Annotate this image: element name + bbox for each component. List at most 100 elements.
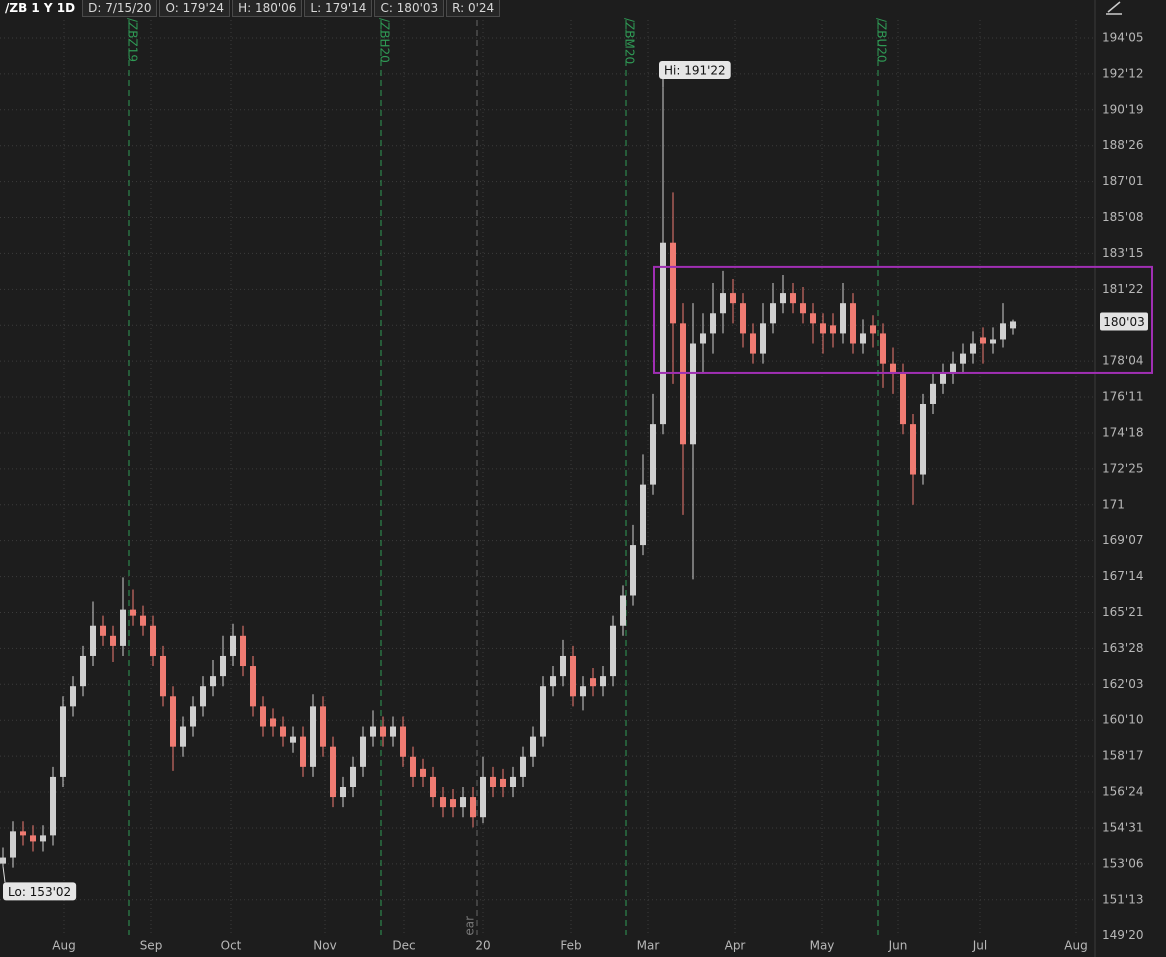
candle-body bbox=[640, 484, 646, 546]
annotation-box bbox=[3, 882, 77, 901]
y-tick-label: 154'31 bbox=[1102, 820, 1143, 834]
candle-body bbox=[750, 333, 756, 354]
x-tick-label: Oct bbox=[221, 939, 242, 953]
x-tick-label: Jun bbox=[888, 939, 908, 953]
candle-body bbox=[660, 242, 666, 425]
candle-body bbox=[990, 339, 996, 344]
annotation-label: Hi: 191'22 bbox=[664, 64, 726, 78]
candle-body bbox=[220, 655, 226, 677]
y-tick-label: 156'24 bbox=[1102, 785, 1143, 799]
candle-body bbox=[310, 706, 316, 767]
y-tick-label: 162'03 bbox=[1102, 677, 1143, 691]
candle-body bbox=[90, 625, 96, 656]
candle-body bbox=[240, 635, 246, 667]
candle-body bbox=[470, 797, 476, 818]
candle-body bbox=[200, 686, 206, 707]
candle-body bbox=[460, 797, 466, 808]
candle-body bbox=[620, 595, 626, 626]
contract-roll-label: /ZBM20 bbox=[623, 18, 637, 64]
candle-body bbox=[450, 799, 456, 808]
candle-body bbox=[580, 686, 586, 697]
header-field: R: 0'24 bbox=[446, 0, 501, 17]
candle-body bbox=[880, 333, 886, 364]
x-tick-label: 20 bbox=[475, 939, 490, 953]
candle-body bbox=[900, 373, 906, 425]
x-tick-label: May bbox=[810, 939, 835, 953]
candle-body bbox=[810, 313, 816, 324]
candle-body bbox=[130, 609, 136, 616]
candle-body bbox=[300, 736, 306, 767]
candle-body bbox=[150, 625, 156, 656]
candle-body bbox=[190, 706, 196, 727]
candle-body bbox=[820, 323, 826, 334]
y-tick-label: 183'15 bbox=[1102, 246, 1143, 260]
header: /ZB 1 Y 1D D: 7/15/20 O: 179'24 H: 180'06 L… bbox=[0, 0, 502, 17]
candle-body bbox=[520, 756, 526, 777]
header-field: O: 179'24 bbox=[159, 0, 231, 17]
candle-body bbox=[270, 718, 276, 727]
y-tick-label: 187'01 bbox=[1102, 174, 1143, 188]
candle-body bbox=[370, 726, 376, 737]
x-tick-label: Apr bbox=[725, 939, 746, 953]
candle-body bbox=[390, 726, 396, 737]
candle-body bbox=[920, 403, 926, 475]
y-tick-label: 153'06 bbox=[1102, 856, 1143, 870]
candle-body bbox=[420, 768, 426, 777]
candle-body bbox=[1000, 323, 1006, 340]
candle-body bbox=[830, 325, 836, 334]
candle-body bbox=[860, 333, 866, 344]
y-tick-label: 192'12 bbox=[1102, 66, 1143, 80]
candle-body bbox=[600, 676, 606, 687]
candle-body bbox=[260, 706, 266, 727]
header-field: H: 180'06 bbox=[232, 0, 303, 17]
contract-roll-label: /ZBU20 bbox=[875, 18, 889, 63]
y-tick-label: 160'10 bbox=[1102, 713, 1143, 727]
candle-body bbox=[840, 303, 846, 334]
y-tick-label: 188'26 bbox=[1102, 138, 1143, 152]
x-tick-label: Mar bbox=[637, 939, 660, 953]
y-tick-label: 151'13 bbox=[1102, 892, 1143, 906]
candle-body bbox=[630, 545, 636, 596]
y-tick-label: 190'19 bbox=[1102, 102, 1143, 116]
annotation-label: Lo: 153'02 bbox=[8, 885, 71, 899]
y-tick-label: 181'22 bbox=[1102, 282, 1143, 296]
y-tick-label: 158'17 bbox=[1102, 749, 1143, 763]
candle-body bbox=[380, 726, 386, 737]
annotation-leader bbox=[2, 866, 6, 883]
candle-body bbox=[140, 615, 146, 626]
candle-body bbox=[590, 678, 596, 687]
candle-body bbox=[210, 676, 216, 687]
drawing-tool-icon[interactable] bbox=[1106, 1, 1122, 15]
candle-body bbox=[330, 746, 336, 798]
candle-body bbox=[800, 303, 806, 314]
candle-body bbox=[110, 635, 116, 646]
candle-body bbox=[910, 424, 916, 475]
candle-body bbox=[960, 353, 966, 364]
candle-body bbox=[0, 857, 6, 864]
candle-body bbox=[350, 766, 356, 787]
candle-body bbox=[740, 303, 746, 334]
candle-body bbox=[360, 736, 366, 767]
candle-body bbox=[410, 756, 416, 777]
y-tick-label: 172'25 bbox=[1102, 461, 1143, 475]
y-tick-label: 185'08 bbox=[1102, 210, 1143, 224]
y-tick-label: 149'20 bbox=[1102, 928, 1143, 942]
candle-body bbox=[700, 333, 706, 344]
candle-body bbox=[540, 686, 546, 737]
candle-body bbox=[610, 625, 616, 677]
candle-body bbox=[60, 706, 66, 777]
candle-body bbox=[100, 625, 106, 636]
candle-body bbox=[50, 776, 56, 836]
candle-body bbox=[290, 736, 296, 743]
candle-body bbox=[500, 778, 506, 787]
candle-body bbox=[710, 313, 716, 334]
symbol: /ZB 1 Y 1D bbox=[0, 0, 81, 17]
candle-body bbox=[160, 655, 166, 697]
candle-body bbox=[680, 323, 686, 445]
x-tick-label: Dec bbox=[392, 939, 415, 953]
header-field: L: 179'14 bbox=[304, 0, 373, 17]
candle-body bbox=[890, 363, 896, 374]
